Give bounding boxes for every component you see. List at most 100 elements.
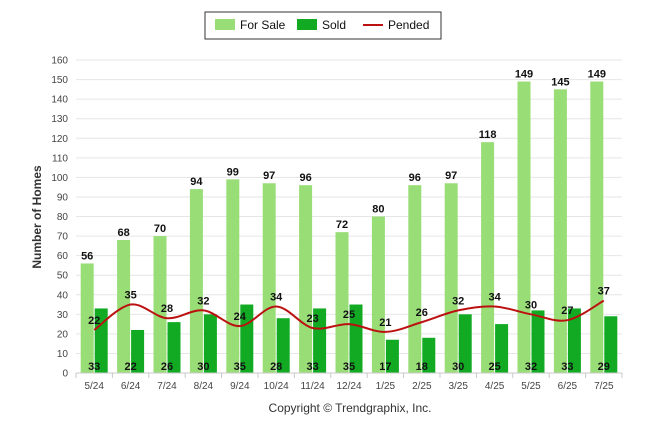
sold-value-label: 30 <box>197 361 209 373</box>
x-tick-label: 11/24 <box>300 381 325 392</box>
y-tick-label: 90 <box>57 192 69 203</box>
y-tick-label: 0 <box>62 369 68 380</box>
for-sale-value-label: 94 <box>190 176 203 188</box>
sold-value-label: 28 <box>270 361 282 373</box>
sold-bar <box>276 318 290 373</box>
y-tick-label: 10 <box>57 349 69 360</box>
pended-value-label: 34 <box>270 291 283 303</box>
pended-value-label: 30 <box>525 299 537 311</box>
for-sale-value-label: 68 <box>117 227 129 239</box>
legend-label-pended: Pended <box>388 18 429 32</box>
for-sale-value-label: 99 <box>227 166 239 178</box>
for-sale-bar <box>262 183 276 373</box>
sold-value-label: 35 <box>343 361 355 373</box>
for-sale-bars <box>80 81 604 374</box>
sold-value-label: 29 <box>598 361 610 373</box>
pended-value-label: 25 <box>343 309 355 321</box>
pended-value-label: 26 <box>416 307 428 319</box>
sold-bar <box>567 308 581 373</box>
for-sale-value-label: 72 <box>336 219 348 231</box>
sold-value-label: 26 <box>161 361 173 373</box>
sold-bar <box>203 314 217 373</box>
y-axis-label: Number of Homes <box>30 165 44 269</box>
y-tick-label: 20 <box>57 329 69 340</box>
pended-value-label: 24 <box>234 311 247 323</box>
x-tick-label: 5/24 <box>84 381 104 392</box>
for-sale-bar <box>153 236 167 373</box>
y-tick-label: 140 <box>51 95 68 106</box>
pended-line-group <box>93 299 605 333</box>
x-tick-label: 7/25 <box>594 381 614 392</box>
for-sale-bar <box>590 81 604 374</box>
x-tick-label: 3/25 <box>448 381 468 392</box>
x-tick-label: 2/25 <box>412 381 432 392</box>
for-sale-bar <box>408 185 422 373</box>
pended-value-label: 22 <box>88 315 100 327</box>
for-sale-bar <box>444 183 458 373</box>
sold-value-label: 33 <box>88 361 100 373</box>
for-sale-value-label: 149 <box>515 69 533 81</box>
x-tick-label: 4/25 <box>485 381 505 392</box>
for-sale-value-label: 56 <box>81 250 93 262</box>
sold-value-label: 35 <box>234 361 246 373</box>
pended-value-label: 35 <box>124 290 136 302</box>
pended-value-label: 34 <box>488 291 501 303</box>
sold-value-label: 33 <box>561 361 573 373</box>
for-sale-bar <box>553 89 567 373</box>
for-sale-bar <box>299 185 313 373</box>
x-tick-label: 9/24 <box>230 381 250 392</box>
pended-value-label: 21 <box>379 317 391 329</box>
x-tick-label: 1/25 <box>376 381 396 392</box>
sold-value-label: 30 <box>452 361 464 373</box>
pended-value-label: 32 <box>197 295 209 307</box>
grid <box>76 59 622 354</box>
pended-value-label: 37 <box>598 286 610 298</box>
x-tick-label: 7/24 <box>157 381 177 392</box>
y-tick-label: 160 <box>51 56 68 67</box>
sold-value-label: 22 <box>124 361 136 373</box>
sold-bar <box>531 310 545 373</box>
for-sale-value-label: 96 <box>299 172 311 184</box>
y-tick-label: 130 <box>51 114 68 125</box>
y-tick-label: 100 <box>51 173 68 184</box>
sold-value-label: 32 <box>525 361 537 373</box>
sold-bars <box>94 304 618 373</box>
legend: For Sale Sold Pended <box>204 11 442 40</box>
for-sale-bar <box>371 216 385 373</box>
for-sale-bar <box>226 179 240 373</box>
for-sale-value-label: 70 <box>154 223 166 235</box>
for-sale-value-label: 96 <box>409 172 421 184</box>
copyright-text: Copyright © Trendgraphix, Inc. <box>269 401 432 415</box>
for-sale-bar <box>481 142 495 373</box>
for-sale-bar <box>189 189 203 373</box>
pended-value-label: 27 <box>561 305 573 317</box>
legend-label-for-sale: For Sale <box>240 18 286 32</box>
sold-value-label: 18 <box>416 361 428 373</box>
for-sale-value-label: 145 <box>551 76 569 88</box>
for-sale-value-label: 149 <box>588 69 606 81</box>
y-tick-label: 30 <box>57 310 69 321</box>
sold-bar <box>131 329 145 373</box>
legend-label-sold: Sold <box>322 18 346 32</box>
x-tick-label: 10/24 <box>264 381 289 392</box>
sold-bar <box>349 304 363 373</box>
x-tick-label: 8/24 <box>194 381 214 392</box>
axes: 0 10 20 30 40 50 60 70 80 90 100 110 120 130 140 150 160… <box>51 56 623 392</box>
for-sale-value-label: 80 <box>372 204 384 216</box>
legend-swatch-sold <box>297 19 317 30</box>
y-tick-label: 40 <box>57 290 69 301</box>
data-labels: 56 68 70 94 99 97 96 72 80 96 97 118 149 145 149 33 22 26… <box>81 69 610 373</box>
y-tick-label: 80 <box>57 212 69 223</box>
sold-bar <box>167 322 181 373</box>
x-tick-label: 6/24 <box>121 381 141 392</box>
pended-line <box>93 299 605 333</box>
for-sale-bar <box>517 81 531 374</box>
sold-bar <box>385 339 399 373</box>
sold-value-label: 17 <box>379 361 391 373</box>
for-sale-bar <box>335 232 349 373</box>
pended-value-label: 32 <box>452 295 464 307</box>
legend-box <box>204 11 442 40</box>
for-sale-value-label: 97 <box>445 170 457 182</box>
sold-bar <box>458 314 472 373</box>
